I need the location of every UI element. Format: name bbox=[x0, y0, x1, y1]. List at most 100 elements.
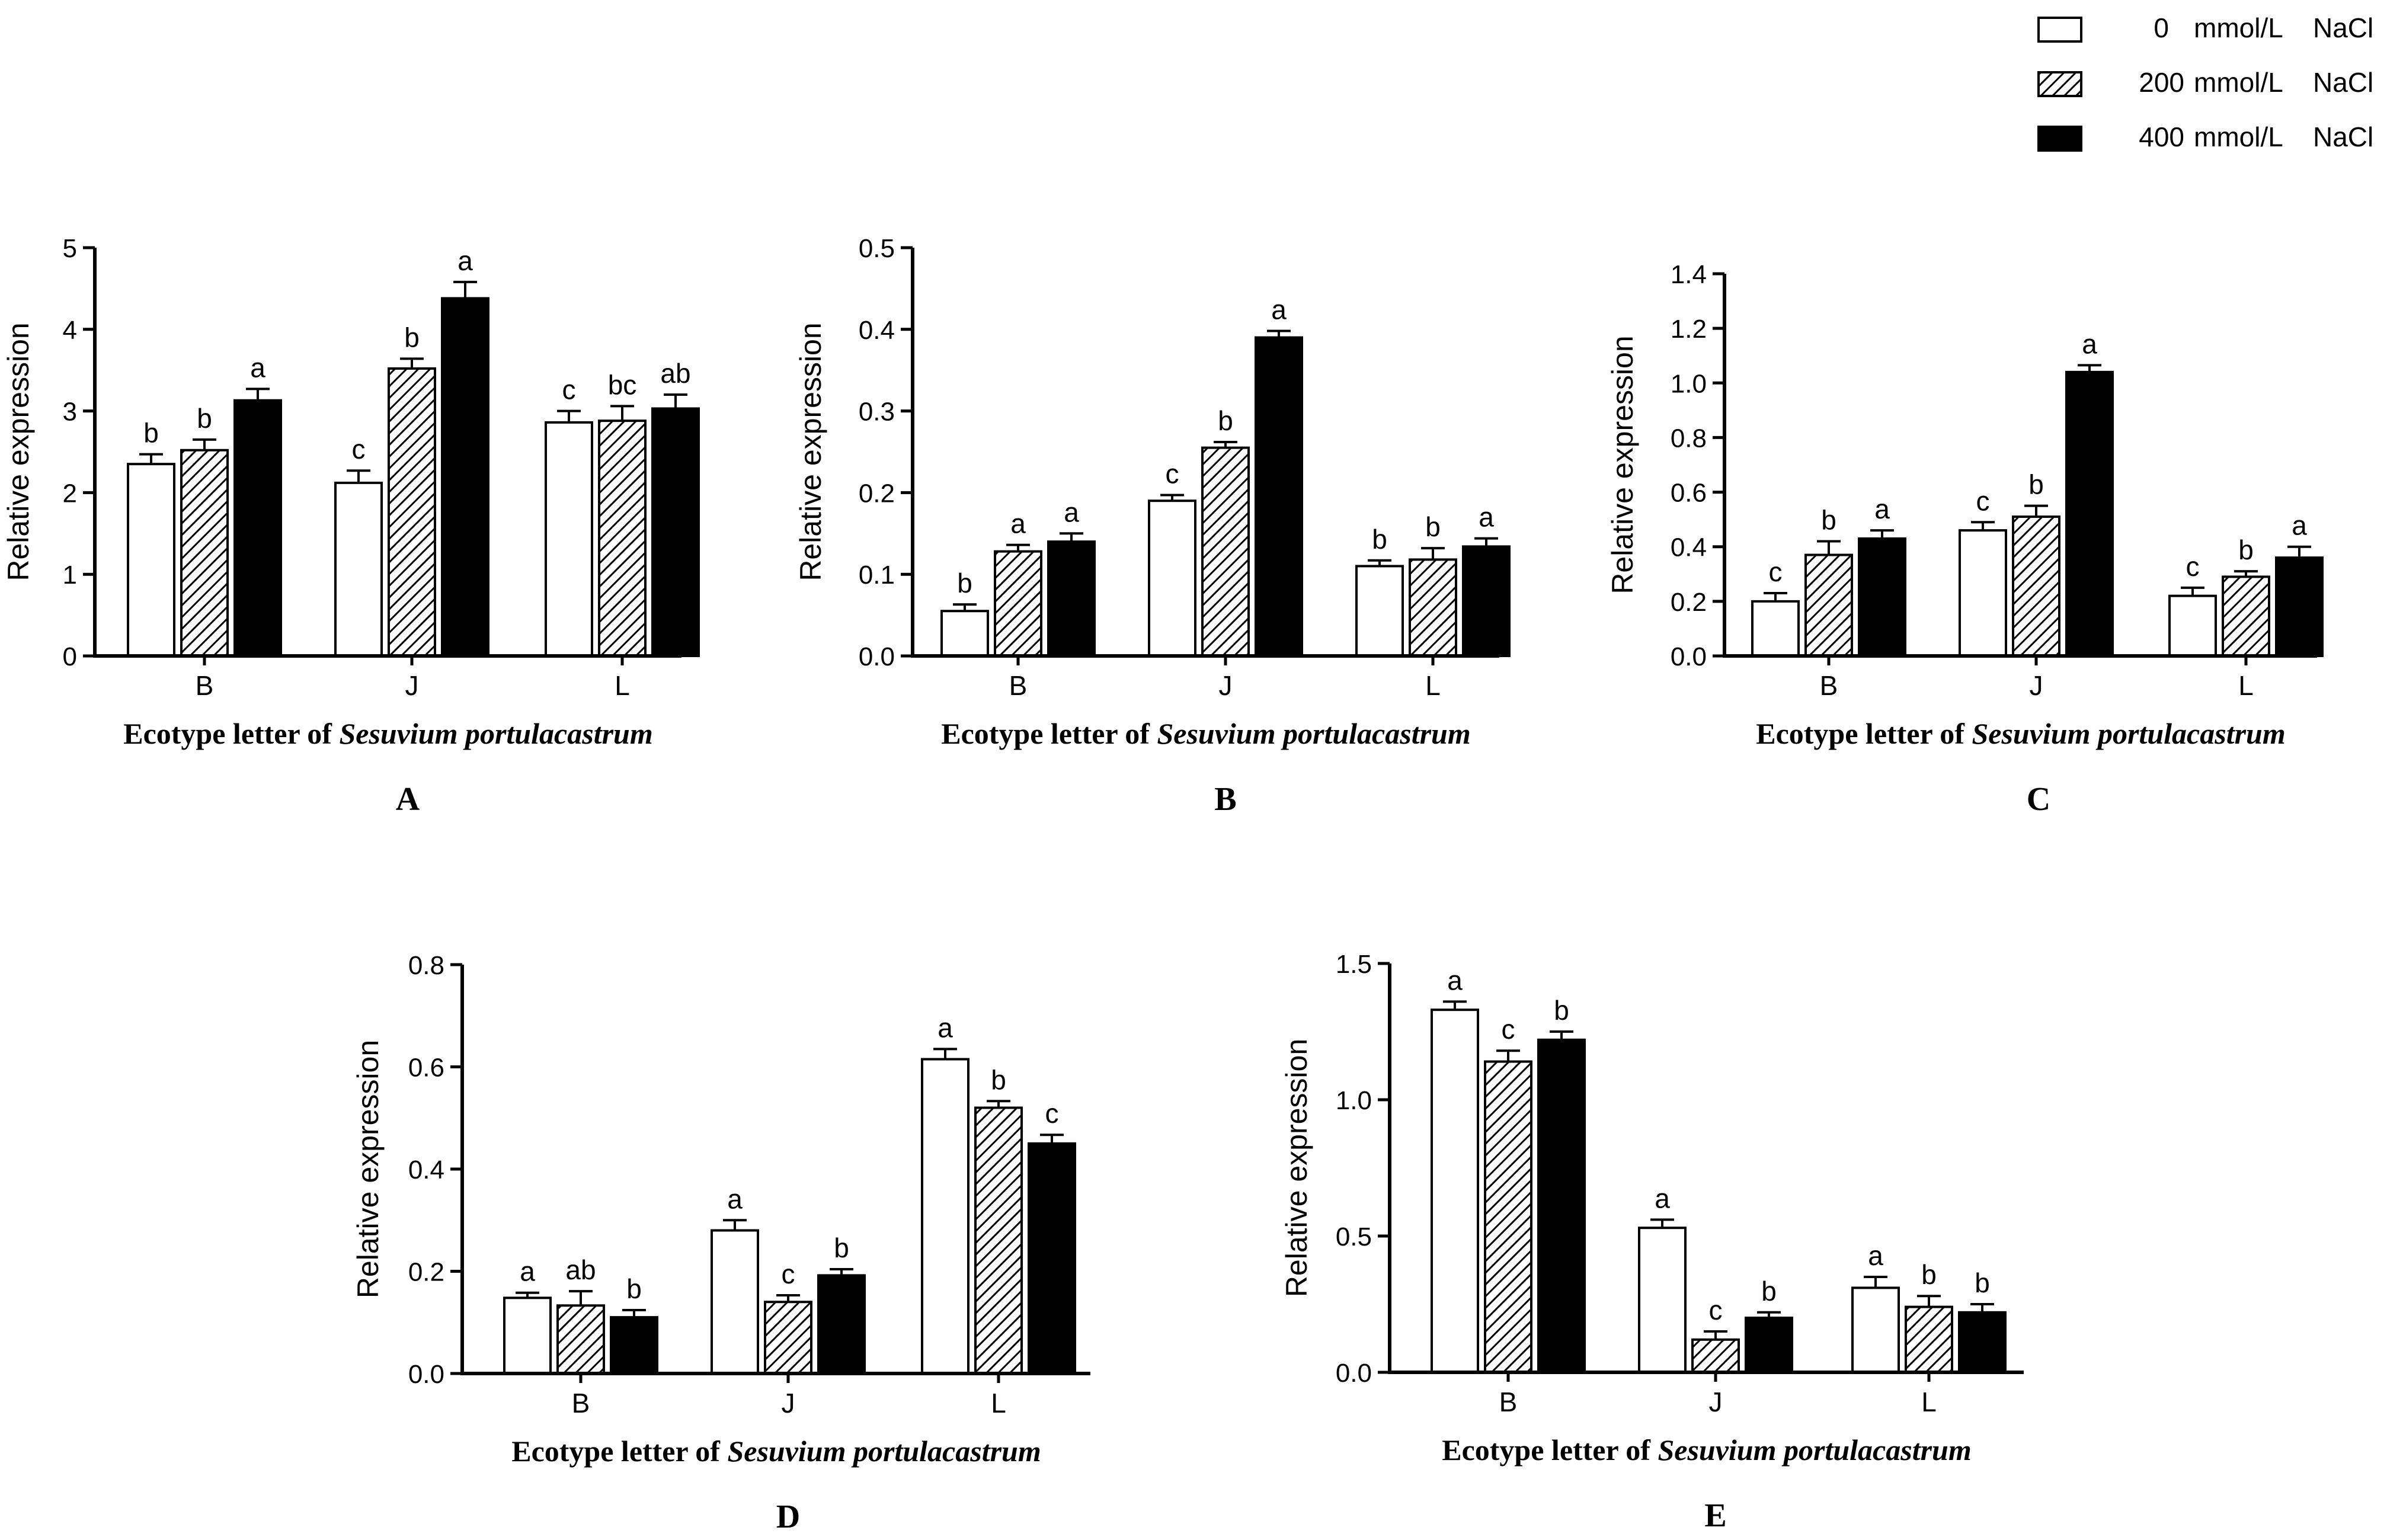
y-tick-label-C-6: 1.2 bbox=[1671, 315, 1707, 344]
legend-unit-1: mmol/L bbox=[2194, 67, 2283, 98]
bar-E-J-s0 bbox=[1638, 1227, 1687, 1373]
legend-unit-2: mmol/L bbox=[2194, 121, 2283, 152]
y-tick-label-E-2: 1.0 bbox=[1336, 1086, 1372, 1115]
legend-entry-1: 200 mmol/L NaCl bbox=[2037, 67, 2373, 98]
legend-swatch-1 bbox=[2037, 71, 2082, 97]
bar-A-B-s0 bbox=[127, 463, 175, 657]
bar-D-B-s2 bbox=[610, 1316, 658, 1375]
bar-C-B-s1 bbox=[1804, 553, 1853, 657]
sig-letter-A-B-s2: a bbox=[250, 352, 265, 383]
bar-A-L-s0 bbox=[545, 421, 593, 658]
bar-D-L-s1 bbox=[974, 1106, 1023, 1375]
sig-letter-E-B-s1: c bbox=[1502, 1014, 1515, 1045]
sig-letter-C-B-s0: c bbox=[1769, 556, 1783, 587]
bar-B-B-s1 bbox=[994, 550, 1042, 658]
sig-letter-C-J-s1: b bbox=[2028, 469, 2044, 500]
legend-concentration-0: 0 bbox=[2154, 12, 2169, 43]
x-tick-label-B-L: L bbox=[1425, 670, 1441, 701]
y-tick-label-E-3: 1.5 bbox=[1336, 950, 1372, 979]
bar-E-B-s2 bbox=[1537, 1038, 1586, 1374]
bar-D-J-s2 bbox=[817, 1274, 866, 1375]
bar-D-B-s0 bbox=[503, 1296, 552, 1375]
x-tick-label-E-J: J bbox=[1709, 1387, 1723, 1417]
y-tick-label-A-1: 1 bbox=[63, 561, 77, 590]
bar-C-L-s2 bbox=[2275, 556, 2324, 658]
x-tick-label-C-L: L bbox=[2238, 670, 2254, 701]
sig-letter-B-J-s0: c bbox=[1166, 459, 1179, 489]
x-tick-label-D-B: B bbox=[572, 1388, 590, 1419]
sig-letter-D-B-s2: b bbox=[626, 1273, 642, 1304]
bar-C-B-s2 bbox=[1858, 537, 1906, 658]
sig-letter-B-J-s2: a bbox=[1271, 294, 1287, 325]
sig-letter-B-B-s1: a bbox=[1010, 508, 1026, 539]
x-axis-label-prefix-B: Ecotype letter of bbox=[941, 717, 1157, 750]
legend-entry-2: 400 mmol/L NaCl bbox=[2037, 121, 2373, 152]
bar-D-L-s0 bbox=[921, 1058, 969, 1375]
x-axis-label-species-E: Sesuvium portulacastrum bbox=[1658, 1433, 1971, 1467]
sig-letter-B-B-s2: a bbox=[1064, 497, 1079, 527]
panel-label-C: C bbox=[2027, 781, 2050, 818]
y-axis-label-D: Relative expression bbox=[351, 1040, 385, 1298]
x-axis-label-A: Ecotype letter of Sesuvium portulacastru… bbox=[123, 717, 653, 750]
bar-E-L-s2 bbox=[1958, 1311, 2007, 1374]
bar-A-B-s2 bbox=[233, 399, 282, 657]
panel-label-A: A bbox=[396, 781, 420, 818]
panel-label-B: B bbox=[1214, 781, 1236, 818]
bar-B-B-s0 bbox=[940, 610, 989, 657]
sig-letter-D-J-s0: a bbox=[727, 1183, 743, 1214]
chart-panel-E: a a a c c b b b b 0.0 0.5 1.0 1.5 B J L Relative express… bbox=[1280, 950, 2024, 1534]
bar-E-J-s2 bbox=[1745, 1317, 1793, 1373]
bar-B-J-s1 bbox=[1201, 446, 1250, 657]
sig-letter-B-L-s0: b bbox=[1372, 524, 1387, 555]
x-axis-label-C: Ecotype letter of Sesuvium portulacastru… bbox=[1756, 717, 2286, 750]
y-axis-label-A: Relative expression bbox=[2, 322, 35, 581]
bar-B-J-s2 bbox=[1255, 336, 1303, 657]
y-axis-label-B: Relative expression bbox=[794, 322, 827, 581]
x-tick-label-B-J: J bbox=[1219, 670, 1233, 701]
y-tick-label-B-2: 0.2 bbox=[859, 479, 895, 508]
bar-A-L-s1 bbox=[598, 420, 647, 657]
y-tick-label-B-4: 0.4 bbox=[859, 316, 895, 345]
bar-E-J-s1 bbox=[1691, 1338, 1740, 1374]
bar-A-J-s0 bbox=[334, 481, 383, 657]
x-axis-label-prefix-A: Ecotype letter of bbox=[123, 717, 339, 750]
bar-D-J-s0 bbox=[711, 1229, 759, 1375]
y-tick-label-E-1: 0.5 bbox=[1336, 1222, 1372, 1251]
sig-letter-C-J-s2: a bbox=[2082, 328, 2097, 359]
sig-letter-A-J-s0: c bbox=[352, 434, 366, 465]
sig-letter-B-L-s2: a bbox=[1479, 502, 1494, 533]
sig-letter-A-L-s0: c bbox=[562, 374, 576, 405]
y-tick-label-D-3: 0.6 bbox=[408, 1054, 444, 1083]
sig-letter-C-B-s1: b bbox=[1821, 505, 1836, 536]
legend-entry-0: 0 mmol/L NaCl bbox=[2037, 12, 2373, 43]
bar-E-B-s0 bbox=[1431, 1008, 1479, 1373]
x-axis-label-prefix-C: Ecotype letter of bbox=[1756, 717, 1972, 750]
sig-letter-E-J-s1: c bbox=[1709, 1295, 1723, 1326]
x-tick-label-E-L: L bbox=[1921, 1387, 1937, 1417]
bar-D-J-s1 bbox=[764, 1301, 812, 1375]
bar-B-L-s0 bbox=[1355, 565, 1404, 657]
y-tick-label-D-1: 0.2 bbox=[408, 1258, 444, 1287]
bar-B-J-s0 bbox=[1148, 500, 1196, 657]
bar-C-J-s0 bbox=[1959, 529, 2007, 657]
sig-letter-B-J-s1: b bbox=[1218, 405, 1233, 436]
legend-salt-2: NaCl bbox=[2313, 121, 2373, 152]
bar-B-L-s1 bbox=[1409, 558, 1457, 657]
sig-letter-A-B-s0: b bbox=[143, 418, 159, 449]
x-axis-label-prefix-E: Ecotype letter of bbox=[1442, 1433, 1658, 1467]
sig-letter-B-L-s1: b bbox=[1425, 511, 1441, 542]
legend-swatch-2 bbox=[2037, 126, 2082, 152]
y-tick-label-E-0: 0.0 bbox=[1336, 1359, 1372, 1388]
x-tick-label-A-J: J bbox=[405, 670, 419, 701]
y-tick-label-B-5: 0.5 bbox=[859, 234, 895, 263]
bar-C-L-s0 bbox=[2168, 594, 2217, 658]
bar-A-L-s2 bbox=[651, 407, 700, 657]
y-tick-label-C-4: 0.8 bbox=[1671, 424, 1707, 453]
legend: 0 mmol/L NaCl 200 mmol/L NaCl 400 mmol/L… bbox=[2037, 12, 2373, 152]
chart-panel-B: b c b a b b a a a 0.0 0.1 0.2 0.3 0.4 0.5 B J L Relative e… bbox=[794, 234, 1511, 818]
chart-panel-C: c c c b b b a a a 0.0 0.2 0.4 0.6 0.8 1.0 1.2 1.4 B J L Rela… bbox=[1606, 260, 2324, 818]
